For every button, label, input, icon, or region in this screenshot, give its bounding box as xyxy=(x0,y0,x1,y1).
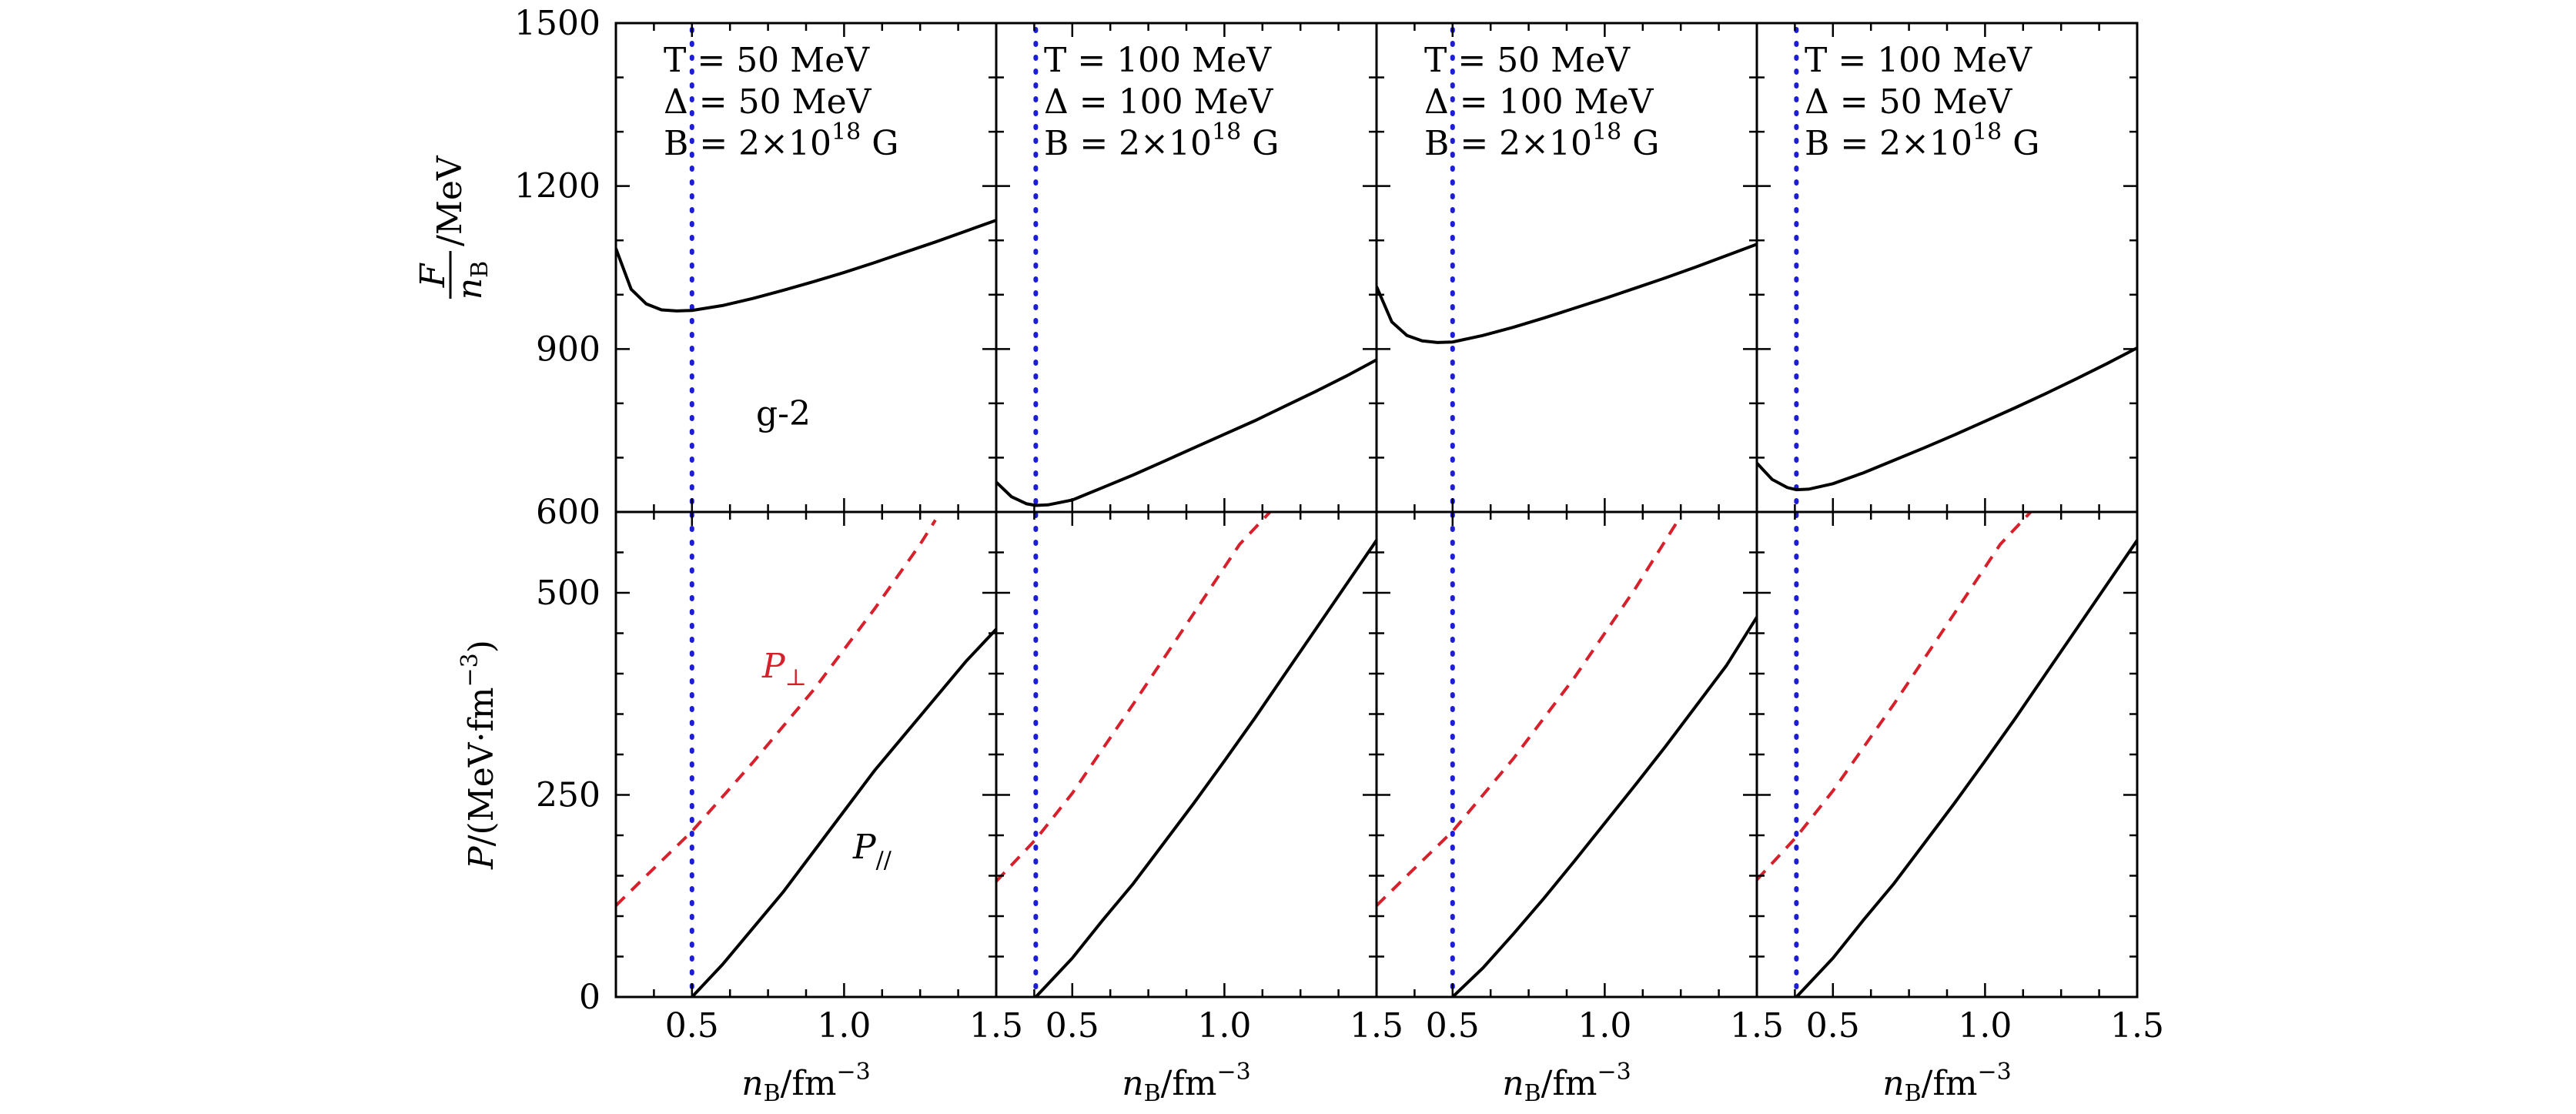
p-par-curve xyxy=(1034,539,1377,997)
x-axis-label: nB/fm−3 xyxy=(1122,1059,1250,1107)
bottom-y-tick-label: 500 xyxy=(536,574,601,613)
x-axis-labels: nB/fm−3 nB/fm−3 nB/fm−3 nB/fm−3 xyxy=(741,1059,2011,1107)
bottom-y-tick-label: 250 xyxy=(536,776,601,815)
y-axis-labels: FnB/MeV P/(MeV·fm−3) xyxy=(413,155,501,870)
top-y-tick-label: 900 xyxy=(536,330,601,369)
p-par-curve xyxy=(1451,616,1757,997)
x-tick-label: 0.5 xyxy=(1045,1006,1099,1045)
bottom-panel-frame xyxy=(1755,510,2139,999)
x-tick-label: 1.5 xyxy=(1730,1006,1784,1045)
x-tick-label: 1.0 xyxy=(1197,1006,1251,1045)
top-y-axis-label: FnB/MeV xyxy=(413,155,493,299)
x-tick-label: 0.5 xyxy=(665,1006,719,1045)
x-tick-label: 1.0 xyxy=(1577,1006,1631,1045)
x-tick-label: 1.5 xyxy=(2110,1006,2164,1045)
temperature-label: T = 50 MeV xyxy=(1424,41,1631,80)
gap-label: Δ = 100 MeV xyxy=(1044,82,1274,122)
bottom-y-axis-label: P/(MeV·fm−3) xyxy=(457,640,501,870)
p-par-curve xyxy=(691,627,996,997)
gap-label: Δ = 50 MeV xyxy=(664,82,872,122)
x-tick-label: 1.5 xyxy=(1350,1006,1403,1045)
p-perp-curve xyxy=(1377,515,1682,907)
p-perp-label: P⊥ xyxy=(761,647,807,691)
bottom-panel-frame xyxy=(1375,510,1758,999)
x-axis-label: nB/fm−3 xyxy=(1882,1059,2011,1107)
x-tick-label: 0.5 xyxy=(1806,1006,1860,1045)
top-y-tick-label: 1500 xyxy=(514,4,601,43)
top-y-label-unit: /MeV xyxy=(430,155,470,246)
temperature-label: T = 50 MeV xyxy=(664,41,870,80)
p-perp-curve xyxy=(996,510,1272,883)
bottom-panel-frame xyxy=(995,510,1378,999)
bottom-y-tick-label: 0 xyxy=(579,978,601,1017)
x-tick-label: 1.5 xyxy=(969,1006,1023,1045)
top-y-tick-label: 1200 xyxy=(514,167,601,206)
p-perp-curve xyxy=(1757,510,2032,881)
free-energy-curve xyxy=(1757,346,2137,492)
x-tick-label: 1.0 xyxy=(817,1006,871,1045)
panel-label: g-2 xyxy=(756,394,811,433)
p-par-label: P// xyxy=(852,828,892,874)
x-axis-label: nB/fm−3 xyxy=(741,1059,870,1107)
temperature-label: T = 100 MeV xyxy=(1044,41,1272,80)
top-y-label-numerator: F xyxy=(413,263,453,288)
field-label: B = 2×1018 G xyxy=(1805,119,2039,163)
p-par-curve xyxy=(1795,539,2137,997)
x-axis-label: nB/fm−3 xyxy=(1502,1059,1631,1107)
x-tick-label: 1.0 xyxy=(1958,1006,2012,1045)
x-tick-label: 0.5 xyxy=(1426,1006,1480,1045)
free-energy-curve xyxy=(616,219,996,313)
axes: 600 900 1200 1500 0 250 500 xyxy=(514,4,2137,1017)
p-perp-curve xyxy=(616,519,937,907)
field-label: B = 2×1018 G xyxy=(664,119,898,163)
free-energy-curve xyxy=(996,358,1377,507)
bottom-panel-frame xyxy=(614,510,998,999)
field-label: B = 2×1018 G xyxy=(1424,119,1659,163)
gap-label: Δ = 100 MeV xyxy=(1424,82,1654,122)
gap-label: Δ = 50 MeV xyxy=(1805,82,2013,122)
temperature-label: T = 100 MeV xyxy=(1805,41,2032,80)
top-y-label-denominator: nB xyxy=(450,261,493,299)
top-y-tick-label: 600 xyxy=(536,493,601,532)
free-energy-curve xyxy=(1377,243,1757,344)
field-label: B = 2×1018 G xyxy=(1044,119,1279,163)
